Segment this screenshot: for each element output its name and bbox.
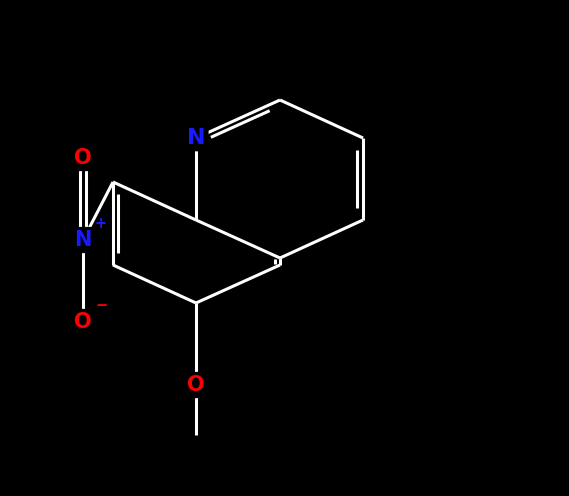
Text: −: −: [95, 298, 107, 313]
Text: N: N: [75, 230, 92, 250]
Text: N: N: [187, 128, 205, 148]
Text: O: O: [74, 312, 92, 332]
Text: +: +: [95, 216, 107, 231]
Text: O: O: [187, 375, 205, 395]
Text: O: O: [74, 148, 92, 168]
Text: N: N: [75, 230, 92, 250]
Text: N: N: [187, 128, 205, 148]
Text: O: O: [74, 148, 92, 168]
Text: O: O: [74, 312, 92, 332]
Text: O: O: [187, 375, 205, 395]
